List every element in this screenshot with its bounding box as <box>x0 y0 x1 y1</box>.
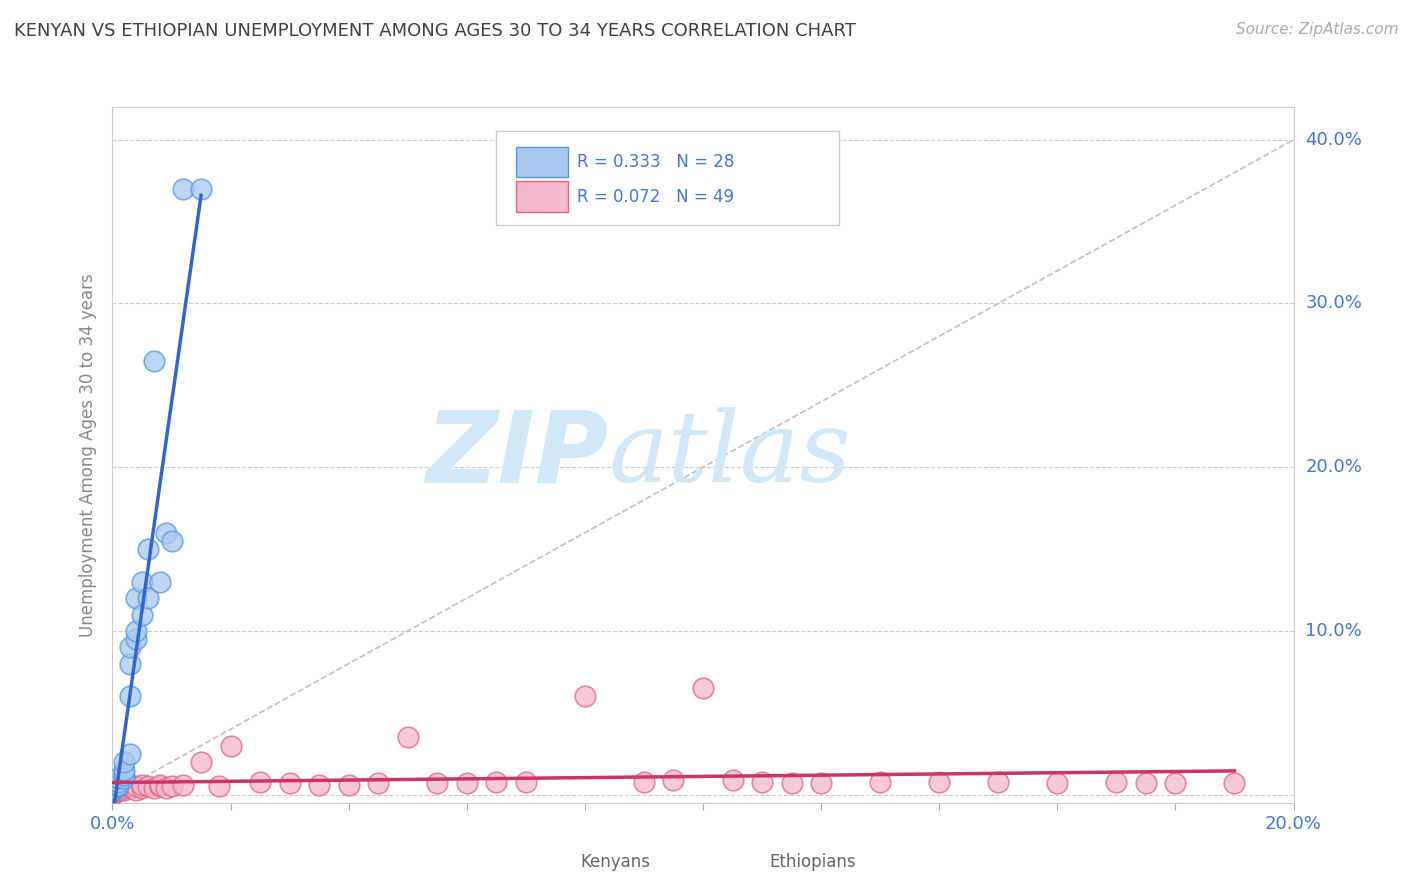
Point <box>208 780 231 794</box>
Point <box>987 774 1010 789</box>
Point <box>149 778 172 792</box>
Point <box>662 772 685 787</box>
Point <box>426 776 449 790</box>
Point <box>107 771 129 785</box>
Point <box>1223 776 1246 790</box>
Point <box>149 780 172 794</box>
Point <box>101 782 124 797</box>
Point <box>125 632 148 646</box>
Point <box>633 774 655 789</box>
Point <box>112 768 135 782</box>
Point <box>149 574 172 589</box>
Point <box>101 784 124 798</box>
Point <box>751 774 773 789</box>
Point <box>136 780 159 794</box>
Point <box>1135 776 1157 790</box>
Text: atlas: atlas <box>609 408 851 502</box>
Text: 40.0%: 40.0% <box>1305 131 1362 149</box>
Text: R = 0.072   N = 49: R = 0.072 N = 49 <box>576 188 734 206</box>
FancyBboxPatch shape <box>534 847 576 878</box>
Point <box>131 778 153 792</box>
Point <box>142 353 165 368</box>
Point <box>172 778 194 792</box>
Point <box>101 784 124 798</box>
Point <box>337 778 360 792</box>
Point <box>160 533 183 548</box>
Point <box>107 774 129 789</box>
Point <box>107 778 129 792</box>
Point <box>136 591 159 606</box>
Point <box>692 681 714 696</box>
Point <box>190 755 212 769</box>
Point <box>190 182 212 196</box>
Point <box>125 591 148 606</box>
Text: KENYAN VS ETHIOPIAN UNEMPLOYMENT AMONG AGES 30 TO 34 YEARS CORRELATION CHART: KENYAN VS ETHIOPIAN UNEMPLOYMENT AMONG A… <box>14 22 856 40</box>
Point <box>780 776 803 790</box>
Point <box>125 624 148 638</box>
Point <box>112 782 135 797</box>
Point <box>101 786 124 800</box>
Y-axis label: Unemployment Among Ages 30 to 34 years: Unemployment Among Ages 30 to 34 years <box>79 273 97 637</box>
Point <box>456 776 478 790</box>
Text: 20.0%: 20.0% <box>1305 458 1362 476</box>
Point <box>112 780 135 795</box>
FancyBboxPatch shape <box>516 181 568 212</box>
Point <box>574 690 596 704</box>
Point <box>172 182 194 196</box>
Point <box>869 774 891 789</box>
Text: 10.0%: 10.0% <box>1305 622 1362 640</box>
Point <box>308 778 330 792</box>
Point <box>101 780 124 795</box>
Point <box>721 772 744 787</box>
Point <box>142 780 165 795</box>
Point <box>485 774 508 789</box>
Text: 30.0%: 30.0% <box>1305 294 1362 312</box>
Point <box>810 776 832 790</box>
Point <box>155 525 177 540</box>
Point <box>120 657 142 671</box>
Point <box>101 788 124 802</box>
Point <box>160 780 183 794</box>
Point <box>120 780 142 795</box>
FancyBboxPatch shape <box>516 146 568 178</box>
Point <box>131 607 153 622</box>
Point <box>120 640 142 655</box>
Point <box>131 574 153 589</box>
Point <box>249 774 271 789</box>
Point <box>107 784 129 798</box>
Point <box>107 782 129 797</box>
Point <box>125 780 148 794</box>
Text: Source: ZipAtlas.com: Source: ZipAtlas.com <box>1236 22 1399 37</box>
Point <box>112 755 135 769</box>
Point <box>107 780 129 794</box>
Text: Kenyans: Kenyans <box>581 853 650 871</box>
FancyBboxPatch shape <box>496 131 839 226</box>
Point <box>120 747 142 761</box>
Point <box>1164 776 1187 790</box>
Point <box>155 780 177 795</box>
Point <box>136 542 159 557</box>
Text: ZIP: ZIP <box>426 407 609 503</box>
Point <box>1046 776 1069 790</box>
Point <box>1105 774 1128 789</box>
Point <box>515 774 537 789</box>
Point <box>219 739 242 753</box>
Text: R = 0.333   N = 28: R = 0.333 N = 28 <box>576 153 734 171</box>
Point <box>928 774 950 789</box>
Point <box>120 780 142 794</box>
Point <box>120 690 142 704</box>
Point <box>278 776 301 790</box>
Point <box>131 780 153 795</box>
Point <box>112 763 135 777</box>
Text: Ethiopians: Ethiopians <box>769 853 856 871</box>
Point <box>125 782 148 797</box>
Point <box>367 776 389 790</box>
Point <box>396 731 419 745</box>
FancyBboxPatch shape <box>723 847 766 878</box>
Point <box>112 771 135 785</box>
